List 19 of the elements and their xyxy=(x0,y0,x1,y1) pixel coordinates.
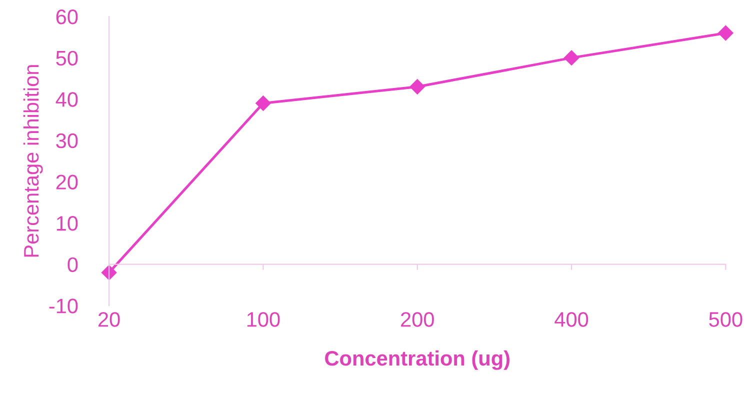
x-tick-label: 500 xyxy=(709,312,742,327)
y-tick-label: 50 xyxy=(56,50,78,66)
y-axis-title: Percentage inhibition xyxy=(23,65,43,257)
y-tick-label: 20 xyxy=(56,174,78,190)
y-tick-label: 60 xyxy=(56,10,78,24)
point xyxy=(718,25,734,41)
y-tick-label: 0 xyxy=(68,257,78,272)
x-tick-label: 400 xyxy=(554,312,588,327)
y-tick-label: 40 xyxy=(56,92,78,107)
point xyxy=(256,96,271,111)
x-tick-label: 20 xyxy=(98,312,120,327)
x-axis-title: Concentration (ug) xyxy=(325,350,510,370)
y-tick-label: 10 xyxy=(56,216,78,231)
y-tick-label: -10 xyxy=(49,298,78,314)
x-tick-label: 100 xyxy=(247,312,280,327)
point xyxy=(410,79,425,94)
point xyxy=(564,50,580,66)
y-tick-label: 30 xyxy=(56,133,78,148)
x-tick-label: 200 xyxy=(401,312,434,327)
